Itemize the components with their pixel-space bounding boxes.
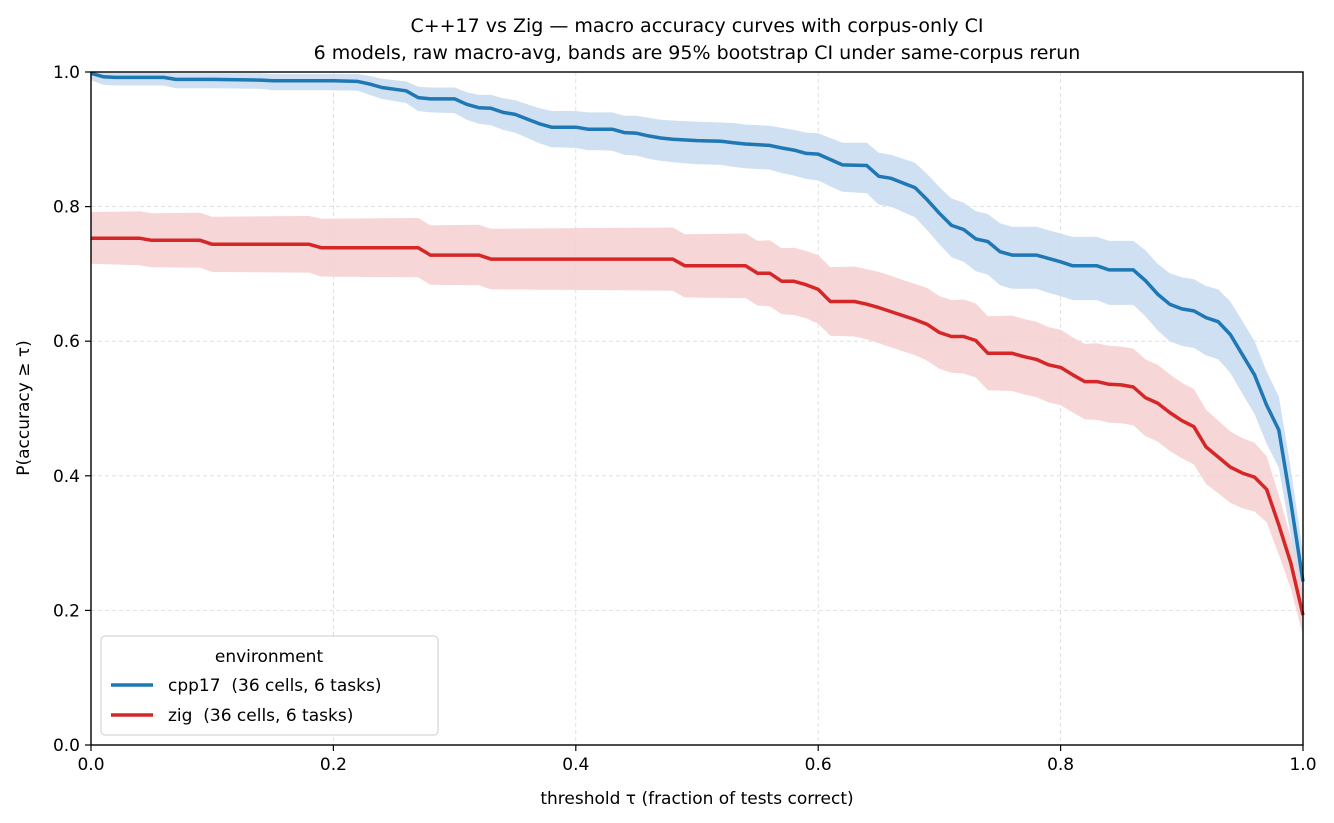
legend-label-zig: zig (36 cells, 6 tasks)	[168, 706, 353, 726]
legend-label-cpp17: cpp17 (36 cells, 6 tasks)	[168, 676, 381, 696]
legend-title: environment	[215, 647, 324, 667]
x-axis-label: threshold τ (fraction of tests correct)	[540, 789, 853, 809]
y-tick-label: 0.0	[53, 736, 80, 756]
y-tick-label: 0.6	[53, 332, 80, 352]
grid-lines	[91, 72, 1303, 745]
legend-box	[100, 635, 439, 736]
x-tick-label: 0.6	[805, 755, 832, 775]
series-line-cpp17	[90, 71, 1305, 582]
chart-subtitle: 6 models, raw macro-avg, bands are 95% b…	[314, 42, 1081, 64]
x-tick-label: 1.0	[1289, 755, 1316, 775]
plot-frame	[90, 71, 1304, 746]
x-tick-label: 0.0	[77, 755, 104, 775]
chart-title: C++17 vs Zig — macro accuracy curves wit…	[410, 15, 983, 37]
y-tick-label: 0.8	[53, 198, 80, 218]
y-tick-label: 0.4	[53, 467, 80, 487]
x-tick-label: 0.2	[320, 755, 347, 775]
ci-band-zig	[91, 211, 1303, 636]
y-axis-ticks: 0.0 0.2 0.4 0.6 0.8 1.0	[53, 63, 91, 756]
y-axis-label: P(accuracy ≥ τ)	[14, 340, 34, 476]
y-tick-label: 1.0	[53, 63, 80, 83]
series-lines	[90, 71, 1305, 616]
y-tick-label: 0.2	[53, 601, 80, 621]
x-axis-ticks: 0.0 0.2 0.4 0.6 0.8 1.0	[77, 745, 1317, 775]
x-tick-label: 0.8	[1047, 755, 1074, 775]
x-tick-label: 0.4	[562, 755, 589, 775]
legend: environment cpp17 (36 cells, 6 tasks) zi…	[100, 635, 439, 736]
ci-bands	[91, 72, 1303, 636]
series-line-zig	[91, 236, 1305, 616]
